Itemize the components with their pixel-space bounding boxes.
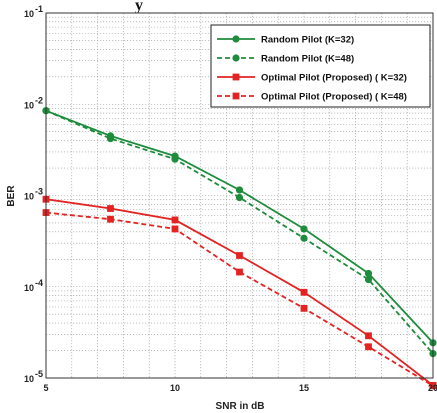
y-tick-exponent: -3	[35, 187, 43, 197]
y-tick-label: 10	[24, 9, 34, 19]
legend-marker-1	[232, 35, 240, 43]
data-point-1	[235, 186, 244, 194]
legend-marker-2	[232, 54, 240, 62]
data-point-1	[364, 269, 373, 278]
data-point-4	[300, 304, 308, 312]
data-point-3	[236, 252, 243, 259]
x-tick-label: 10	[170, 383, 180, 393]
x-tick-label: 5	[43, 383, 48, 393]
legend: Random Pilot (K=32) Random Pilot (K=48) Op…	[210, 24, 431, 108]
data-point-4	[236, 268, 243, 276]
y-tick-exponent: -1	[35, 4, 43, 14]
y-tick-label: 10	[24, 374, 34, 384]
data-point-2	[364, 275, 373, 284]
plot-frame	[45, 12, 434, 379]
data-point-4	[365, 343, 372, 351]
data-point-2	[300, 234, 308, 242]
legend-label-1: Random Pilot (K=32)	[261, 35, 354, 46]
data-point-3	[171, 216, 179, 224]
series-layer	[42, 107, 437, 390]
data-point-3	[365, 332, 372, 340]
y-axis-label: BER	[6, 185, 17, 207]
y-tick-exponent: -4	[35, 278, 43, 288]
y-tick-exponent: -5	[35, 369, 43, 379]
y-tick-label: 10	[24, 192, 34, 202]
plot-border	[45, 12, 434, 379]
legend-label-2: Random Pilot (K=48)	[261, 54, 354, 65]
data-point-2	[171, 155, 179, 163]
legend-label-3: Optimal Pilot (Proposed) ( K=32)	[261, 73, 407, 84]
x-axis-label: SNR in dB	[216, 401, 265, 412]
legend-label-4: Optimal Pilot (Proposed) ( K=48)	[261, 92, 407, 103]
chart-title: y	[135, 0, 143, 14]
legend-marker-4	[232, 92, 240, 100]
legend-marker-3	[232, 73, 240, 81]
data-point-2	[106, 135, 115, 143]
data-point-3	[107, 205, 114, 212]
data-point-2	[235, 193, 244, 202]
y-tick-label: 10	[24, 283, 34, 293]
data-point-1	[300, 225, 308, 233]
data-point-4	[429, 382, 437, 390]
data-point-4	[107, 215, 114, 223]
data-point-3	[300, 288, 308, 296]
x-tick-label: 20	[428, 383, 437, 393]
data-point-4	[171, 225, 179, 233]
x-tick-label: 15	[299, 383, 309, 393]
y-tick-label: 10	[24, 100, 34, 110]
y-tick-exponent: -2	[35, 95, 43, 105]
